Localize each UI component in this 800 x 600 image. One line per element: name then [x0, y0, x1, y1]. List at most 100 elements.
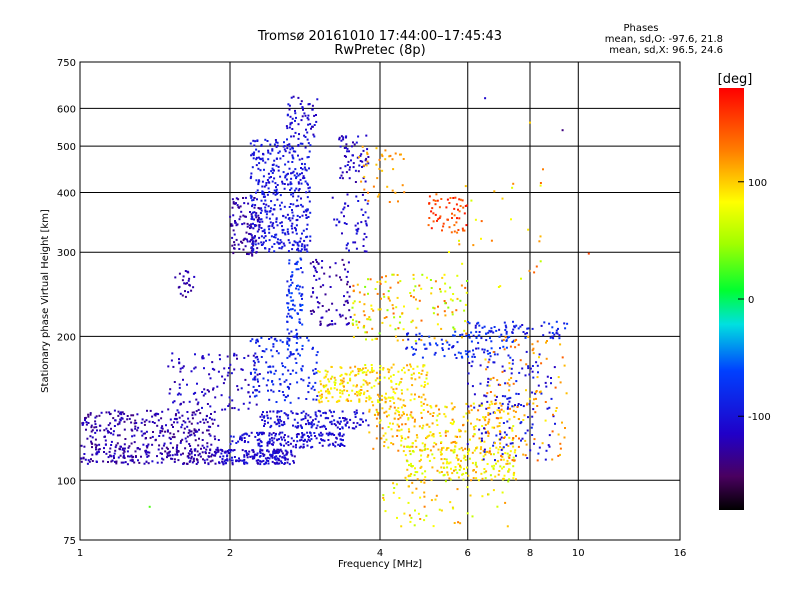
data-point	[255, 191, 257, 194]
data-point	[169, 442, 172, 445]
data-point	[342, 136, 345, 139]
data-point	[468, 448, 470, 451]
data-point	[472, 334, 475, 337]
data-point	[315, 296, 318, 299]
data-point	[339, 445, 341, 447]
data-point	[223, 378, 226, 381]
data-point	[279, 208, 282, 211]
data-point	[431, 415, 434, 417]
data-point	[525, 443, 528, 446]
data-point	[341, 439, 344, 441]
data-point	[242, 248, 245, 251]
data-point	[363, 175, 366, 178]
data-point	[182, 452, 184, 455]
data-point	[288, 309, 291, 312]
data-point	[132, 414, 135, 417]
data-point	[261, 220, 264, 223]
data-point	[104, 443, 107, 446]
data-point	[164, 450, 167, 453]
data-point	[447, 218, 449, 221]
data-point	[426, 435, 429, 438]
data-point	[468, 336, 471, 339]
data-point	[369, 371, 372, 374]
data-point	[269, 152, 272, 155]
data-point	[293, 240, 296, 243]
data-point	[444, 429, 447, 432]
data-point	[500, 448, 503, 451]
data-point	[390, 380, 393, 383]
data-point	[488, 418, 491, 421]
data-point	[232, 214, 235, 217]
data-point	[415, 326, 418, 329]
data-point	[251, 218, 254, 221]
data-point	[111, 459, 114, 462]
data-point	[240, 210, 243, 213]
data-point	[362, 379, 365, 382]
data-point	[256, 439, 259, 442]
data-point	[368, 398, 371, 401]
data-point	[242, 402, 245, 405]
data-point	[457, 458, 460, 461]
data-point	[128, 417, 131, 420]
data-point	[80, 444, 83, 447]
data-point	[345, 143, 348, 146]
data-point	[299, 142, 302, 145]
data-point	[162, 458, 165, 461]
data-point	[481, 495, 484, 498]
data-point	[151, 443, 154, 446]
data-point	[222, 463, 225, 466]
data-point	[467, 474, 470, 477]
data-point	[303, 163, 306, 166]
data-point	[232, 201, 235, 204]
data-point	[265, 348, 268, 351]
data-point	[282, 242, 285, 245]
data-point	[407, 436, 410, 439]
data-point	[266, 449, 269, 452]
data-point	[267, 172, 270, 175]
data-point	[166, 430, 169, 433]
data-point	[219, 358, 221, 361]
data-point	[367, 278, 369, 281]
data-point	[309, 416, 312, 419]
data-point	[191, 417, 194, 420]
data-point	[304, 136, 307, 138]
data-point	[449, 286, 452, 289]
data-point	[313, 135, 316, 138]
data-point	[285, 413, 288, 416]
data-point	[177, 430, 180, 433]
data-point	[426, 382, 429, 385]
data-point	[268, 442, 271, 445]
data-point	[266, 417, 269, 420]
data-point	[535, 390, 538, 392]
data-point	[256, 247, 259, 250]
data-point	[370, 364, 373, 366]
data-point	[337, 399, 340, 402]
data-point	[231, 236, 234, 239]
data-point	[86, 462, 89, 465]
data-point	[227, 405, 230, 407]
data-point	[457, 476, 460, 479]
data-point	[413, 425, 416, 428]
data-point	[363, 232, 366, 235]
data-point	[366, 383, 369, 386]
data-point	[237, 243, 240, 246]
data-point	[187, 455, 190, 458]
data-point	[271, 245, 274, 248]
data-point	[178, 362, 181, 365]
data-point	[220, 394, 223, 397]
data-point	[344, 418, 347, 421]
data-point	[180, 402, 182, 405]
data-point	[206, 458, 209, 461]
data-point	[258, 221, 261, 224]
data-point	[424, 398, 427, 401]
data-point	[495, 417, 498, 420]
data-point	[166, 452, 169, 455]
data-point	[331, 323, 334, 326]
data-point	[253, 395, 256, 398]
data-point	[190, 430, 193, 433]
data-point	[411, 481, 414, 484]
data-point	[105, 411, 108, 414]
data-point	[345, 135, 348, 138]
data-point	[343, 419, 346, 422]
